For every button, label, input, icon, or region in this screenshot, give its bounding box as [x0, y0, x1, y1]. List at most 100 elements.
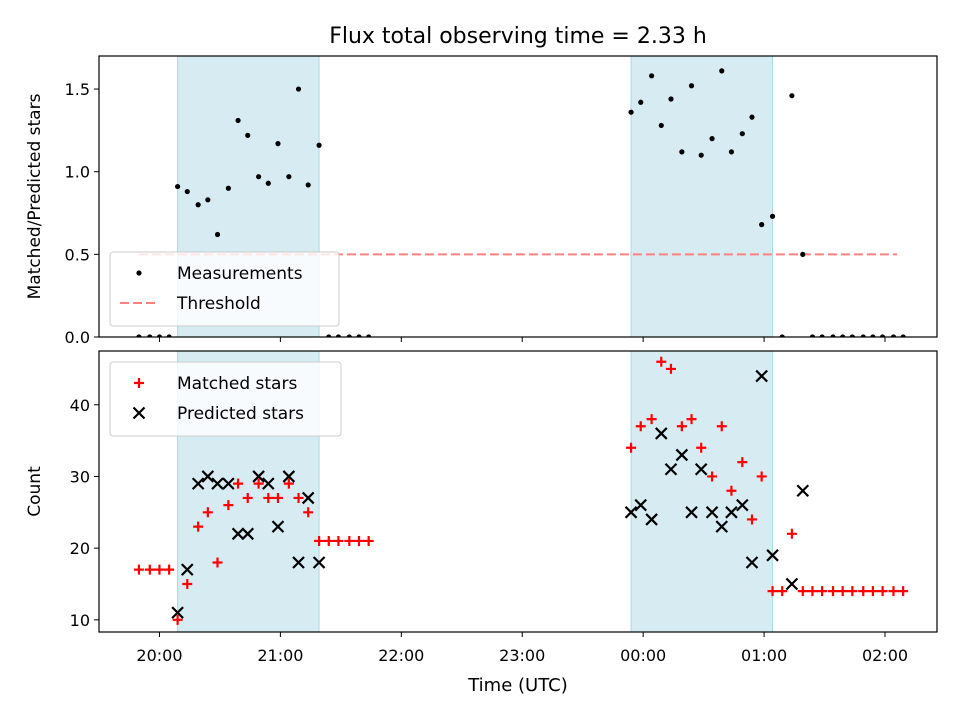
data-point: [789, 93, 795, 99]
data-point: [785, 577, 799, 591]
y-tick-label: 20: [70, 539, 90, 558]
data-point: [739, 131, 745, 137]
data-point: [658, 122, 664, 129]
data-point: [696, 442, 707, 453]
data-point: [849, 334, 855, 337]
data-point: [655, 427, 668, 440]
data-point: [366, 334, 372, 337]
data-point: [879, 334, 886, 337]
data-point: [147, 334, 153, 337]
legend-label: Threshold: [176, 294, 261, 314]
data-point: [191, 477, 205, 490]
data-point: [749, 114, 755, 120]
data-point: [175, 183, 181, 190]
data-point: [275, 141, 281, 147]
data-point: [837, 586, 848, 597]
data-point: [767, 586, 778, 597]
data-point: [164, 564, 175, 575]
data-points: [133, 356, 909, 625]
data-point: [335, 334, 342, 337]
legend-label: Predicted stars: [177, 404, 304, 424]
data-point: [231, 527, 245, 541]
data-point: [312, 556, 326, 569]
x-axis-label: Time (UTC): [467, 675, 568, 696]
data-point: [726, 485, 737, 496]
data-point: [235, 117, 241, 124]
data-point: [779, 334, 785, 337]
data-point: [800, 251, 806, 257]
data-point: [870, 334, 876, 337]
legend-marker: [136, 270, 142, 276]
data-point: [715, 520, 729, 533]
y-tick-label: 0.0: [65, 328, 90, 347]
data-point: [686, 414, 697, 425]
data-point: [709, 136, 715, 142]
y-tick-label: 1.5: [65, 80, 90, 99]
x-tick-label: 02:00: [862, 646, 908, 665]
data-point: [225, 185, 231, 191]
data-point: [303, 507, 314, 518]
x-tick-label: 01:00: [741, 646, 787, 665]
data-point: [635, 421, 646, 432]
data-point: [736, 498, 749, 512]
data-point: [172, 614, 183, 625]
data-point: [133, 564, 144, 575]
data-point: [728, 149, 735, 155]
data-point: [860, 334, 866, 337]
legend-marker: [134, 378, 144, 388]
plot-frame: [98, 350, 938, 633]
data-point: [326, 334, 332, 337]
data-point: [136, 334, 142, 337]
data-point: [286, 174, 292, 180]
data-point: [272, 492, 283, 503]
data-point: [252, 470, 265, 483]
data-point: [305, 182, 311, 188]
data-point: [649, 73, 655, 79]
data-point: [222, 477, 235, 490]
bottom-panel: 10 20 30 40 20:00 21:00 22:00 23:00 00:00 01:00 02…: [25, 350, 938, 665]
data-point: [759, 222, 765, 228]
data-point: [223, 500, 234, 511]
data-point: [214, 231, 221, 238]
data-point: [241, 527, 255, 541]
chart-title: Flux total observing time = 2.33 h: [329, 24, 707, 49]
data-point: [698, 152, 704, 158]
legend: Measurements Threshold: [109, 251, 340, 327]
data-point: [769, 213, 776, 219]
data-point: [634, 498, 648, 512]
data-point: [819, 334, 825, 337]
data-point: [166, 334, 172, 337]
legend-box: [109, 251, 340, 327]
data-point: [668, 96, 674, 102]
data-point: [205, 197, 211, 203]
data-point: [725, 506, 738, 519]
data-point: [295, 86, 302, 92]
y-axis-label: Matched/Predicted stars: [25, 93, 45, 299]
data-point: [797, 586, 808, 597]
data-point: [766, 549, 779, 562]
y-tick-label: 0.5: [65, 245, 90, 264]
data-point: [282, 470, 296, 483]
data-point: [624, 506, 638, 519]
data-point: [756, 471, 767, 482]
data-point: [626, 442, 637, 453]
data-point: [184, 188, 190, 195]
data-point: [628, 109, 634, 115]
data-point: [809, 334, 816, 337]
data-point: [796, 484, 810, 498]
data-point: [202, 507, 213, 518]
data-point: [171, 606, 184, 619]
data-point: [271, 520, 285, 533]
data-point: [646, 414, 657, 425]
data-point: [323, 535, 334, 546]
legend-label: Measurements: [177, 264, 303, 284]
data-point: [245, 132, 251, 138]
data-point: [283, 478, 294, 489]
data-point: [877, 586, 888, 597]
data-point: [786, 528, 797, 539]
data-point: [688, 83, 695, 89]
data-point: [828, 586, 839, 597]
data-point: [182, 578, 193, 589]
